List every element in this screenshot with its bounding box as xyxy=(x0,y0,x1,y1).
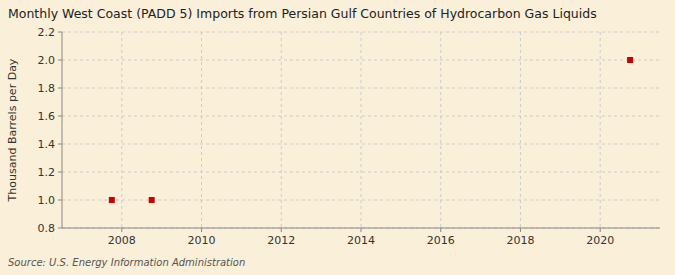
x-tick-label: 2014 xyxy=(347,234,375,247)
y-tick-label: 0.8 xyxy=(38,222,56,235)
y-tick xyxy=(58,116,62,117)
x-tick xyxy=(440,228,441,232)
x-grid-line xyxy=(121,32,122,228)
y-tick-label: 1.6 xyxy=(38,110,56,123)
x-grid-line xyxy=(201,32,202,228)
y-tick-label: 2.0 xyxy=(38,54,56,67)
chart-svg: Monthly West Coast (PADD 5) Imports from… xyxy=(0,0,675,275)
y-grid-line xyxy=(62,172,660,173)
y-tick xyxy=(58,144,62,145)
y-grid-line xyxy=(62,116,660,117)
y-tick xyxy=(58,172,62,173)
x-grid-line xyxy=(520,32,521,228)
x-tick-label: 2008 xyxy=(108,234,136,247)
axes: 2008 2010 2012 2014 2016 2018 2020 0.8 1.0 1.2 1.4… xyxy=(38,26,661,247)
source-note: Source: U.S. Energy Information Administ… xyxy=(8,257,245,268)
y-grid-line xyxy=(62,88,660,89)
point xyxy=(149,197,155,203)
y-axis-label: Thousand Barrels per Day xyxy=(6,58,19,202)
x-tick xyxy=(121,228,122,232)
y-tick xyxy=(58,228,62,229)
x-grid-line xyxy=(600,32,601,228)
x-tick xyxy=(520,228,521,232)
y-tick-label: 1.4 xyxy=(38,138,56,151)
y-axis-line xyxy=(62,32,63,228)
y-tick-label: 1.2 xyxy=(38,166,56,179)
x-tick-label: 2016 xyxy=(427,234,455,247)
y-tick-label: 1.0 xyxy=(38,194,56,207)
y-tick xyxy=(58,88,62,89)
chart-container: Monthly West Coast (PADD 5) Imports from… xyxy=(0,0,675,275)
y-tick xyxy=(58,60,62,61)
x-tick-label: 2018 xyxy=(506,234,534,247)
y-tick-label: 2.2 xyxy=(38,26,56,39)
points xyxy=(109,57,633,203)
x-axis-line xyxy=(62,228,660,229)
x-tick xyxy=(361,228,362,232)
y-grid-line xyxy=(62,60,660,61)
x-grid-line xyxy=(361,32,362,228)
x-tick-label: 2010 xyxy=(188,234,216,247)
y-tick-label: 1.8 xyxy=(38,82,56,95)
x-tick-label: 2012 xyxy=(267,234,295,247)
x-tick xyxy=(201,228,202,232)
x-grid-line xyxy=(440,32,441,228)
grid xyxy=(62,32,660,228)
point xyxy=(627,57,633,63)
y-tick xyxy=(58,200,62,201)
x-tick-label: 2020 xyxy=(586,234,614,247)
x-grid-line xyxy=(281,32,282,228)
y-grid-line xyxy=(62,32,660,33)
y-tick xyxy=(58,32,62,33)
y-grid-line xyxy=(62,228,660,229)
title: Monthly West Coast (PADD 5) Imports from… xyxy=(8,6,597,21)
y-grid-line xyxy=(62,144,660,145)
point xyxy=(109,197,115,203)
x-tick xyxy=(281,228,282,232)
x-tick xyxy=(600,228,601,232)
